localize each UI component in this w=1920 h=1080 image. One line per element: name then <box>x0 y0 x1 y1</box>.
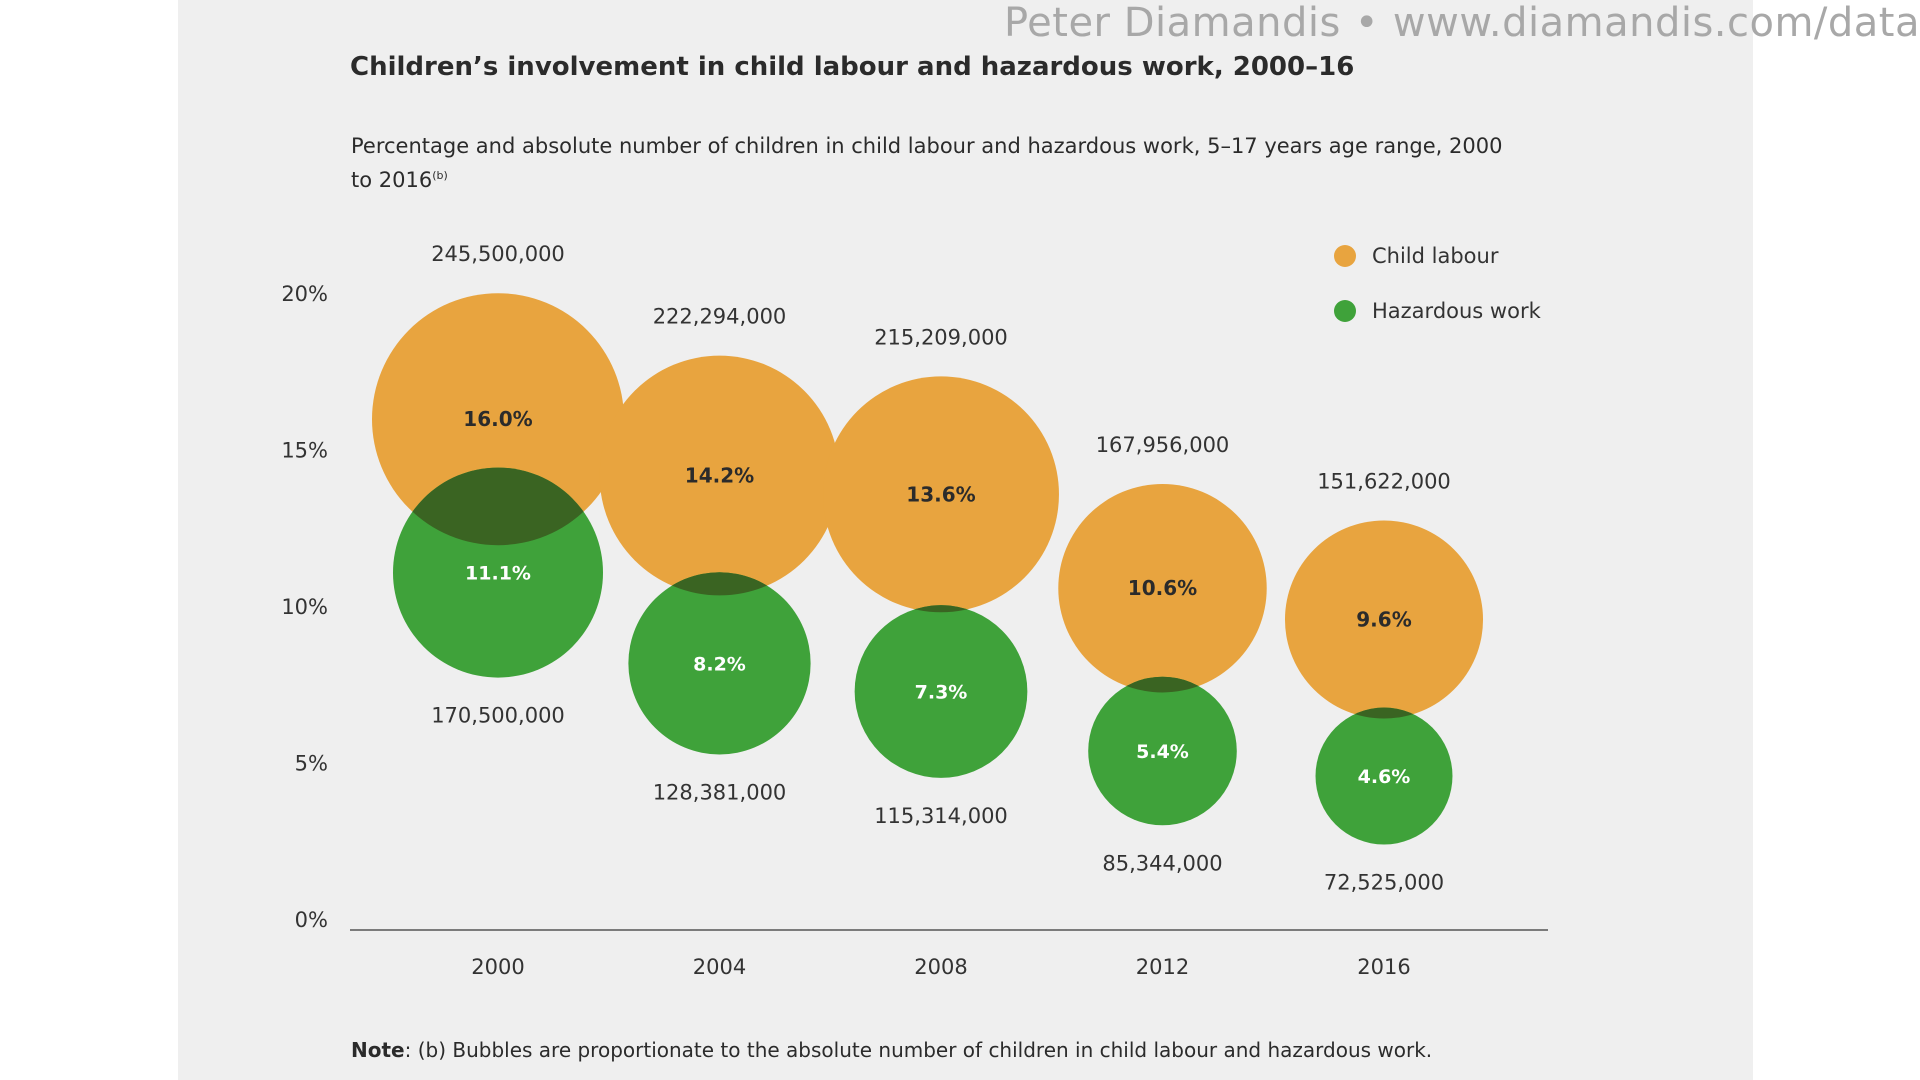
child-labour-value-label: 16.0% <box>463 407 532 431</box>
child-labour-bubble <box>599 355 840 596</box>
chart-note: Note: (b) Bubbles are proportionate to t… <box>351 1038 1432 1062</box>
y-tick-label: 0% <box>295 908 328 932</box>
x-tick-label: 2008 <box>914 955 967 979</box>
y-tick-label: 5% <box>295 752 328 776</box>
watermark: Peter Diamandis • www.diamandis.com/data <box>1004 0 1920 46</box>
child-labour-bubble <box>1284 520 1484 719</box>
child-labour-count-label: 167,956,000 <box>1096 433 1230 457</box>
hazardous-work-count-label: 115,314,000 <box>874 804 1008 828</box>
legend-item-child-labour: Child labour <box>1334 242 1541 270</box>
legend-swatch-child-labour <box>1334 245 1356 267</box>
hazardous-work-value-label: 5.4% <box>1136 741 1189 763</box>
hazardous-work-count-label: 170,500,000 <box>431 704 565 728</box>
child-labour-value-label: 13.6% <box>906 482 975 506</box>
subtitle-text: Percentage and absolute number of childr… <box>351 134 1503 192</box>
hazardous-work-bubble <box>1088 676 1237 826</box>
watermark-author: Peter Diamandis <box>1003 0 1341 46</box>
hazardous-work-bubble <box>1315 707 1453 845</box>
hazardous-work-count-label: 128,381,000 <box>653 780 787 804</box>
child-labour-value-label: 9.6% <box>1356 608 1411 632</box>
x-tick-label: 2004 <box>693 955 746 979</box>
child-labour-count-label: 222,294,000 <box>653 305 787 329</box>
hazardous-work-value-label: 11.1% <box>465 563 531 585</box>
legend-swatch-hazardous-work <box>1334 300 1356 322</box>
note-text: : (b) Bubbles are proportionate to the a… <box>404 1038 1433 1062</box>
hazardous-work-value-label: 4.6% <box>1358 766 1411 788</box>
child-labour-value-label: 10.6% <box>1128 576 1197 600</box>
child-labour-value-label: 14.2% <box>685 464 754 488</box>
chart-title: Children’s involvement in child labour a… <box>350 52 1355 82</box>
x-tick-label: 2016 <box>1357 955 1410 979</box>
child-labour-bubble <box>823 376 1059 613</box>
watermark-separator: • <box>1354 0 1379 46</box>
chart-subtitle: Percentage and absolute number of childr… <box>351 132 1511 195</box>
legend-label-hazardous-work: Hazardous work <box>1372 299 1541 323</box>
legend-label-child-labour: Child labour <box>1372 244 1499 268</box>
child-labour-count-label: 245,500,000 <box>431 242 565 266</box>
child-labour-bubble <box>1058 484 1267 693</box>
child-labour-count-label: 151,622,000 <box>1317 469 1451 493</box>
watermark-url: www.diamandis.com/data <box>1392 0 1920 46</box>
hazardous-work-bubble <box>628 572 811 755</box>
y-tick-label: 20% <box>281 282 328 306</box>
bubble-overlap <box>392 467 604 546</box>
subtitle-footnote-marker: (b) <box>432 169 448 182</box>
hazardous-work-count-label: 72,525,000 <box>1324 871 1444 895</box>
legend: Child labour Hazardous work <box>1334 242 1541 352</box>
hazardous-work-value-label: 7.3% <box>915 682 968 704</box>
hazardous-work-count-label: 85,344,000 <box>1102 851 1222 875</box>
hazardous-work-value-label: 8.2% <box>693 653 746 675</box>
child-labour-bubble <box>372 293 624 546</box>
child-labour-count-label: 215,209,000 <box>874 325 1008 349</box>
x-tick-label: 2012 <box>1136 955 1189 979</box>
y-tick-label: 15% <box>281 439 328 463</box>
legend-item-hazardous-work: Hazardous work <box>1334 297 1541 325</box>
x-tick-label: 2000 <box>471 955 524 979</box>
note-label: Note <box>351 1038 405 1062</box>
hazardous-work-bubble <box>854 605 1028 778</box>
y-tick-label: 10% <box>281 595 328 619</box>
